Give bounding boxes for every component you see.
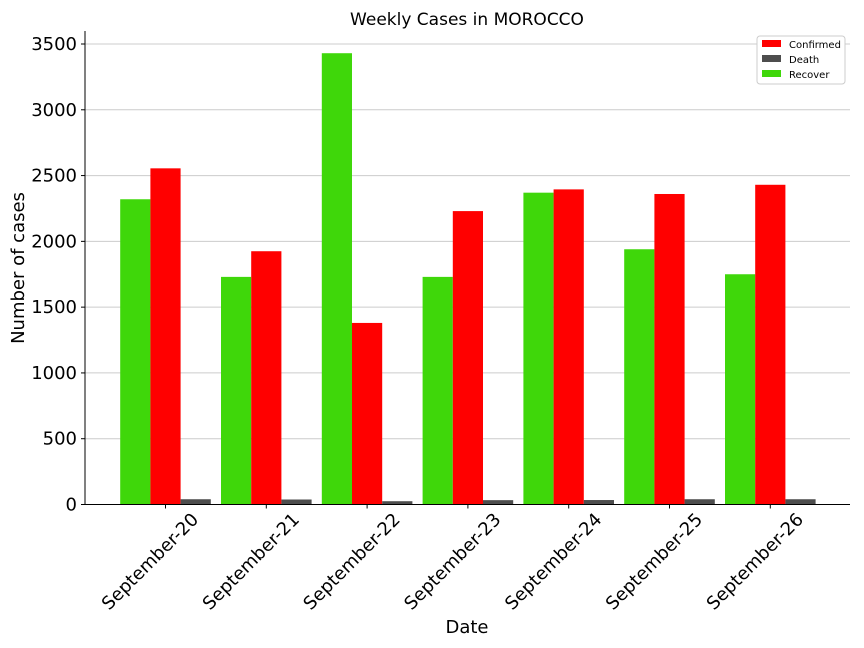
y-tick-label: 2500 (31, 166, 77, 187)
bar-death (785, 499, 816, 505)
y-tick-label: 2000 (31, 231, 77, 252)
bar-recover (221, 276, 252, 505)
y-tick-label: 0 (66, 495, 77, 516)
bar-recover (422, 276, 453, 505)
y-ticks: 0 500 1000 1500 2000 2500 3000 3500 (31, 34, 85, 516)
bar-confirmed (654, 193, 685, 505)
bar-recover (725, 274, 756, 505)
x-tick-label: September-21 (199, 509, 304, 614)
bar-death (483, 500, 514, 505)
bar-death (583, 500, 614, 505)
y-tick-label: 1500 (31, 297, 77, 318)
bar-recover (120, 199, 151, 505)
legend-label-recover: Recover (789, 70, 830, 81)
chart-title: Weekly Cases in MOROCCO (350, 10, 584, 30)
x-tick-label: September-26 (703, 509, 808, 614)
bar-recover (624, 249, 655, 505)
legend-swatch-confirmed (762, 40, 781, 47)
bar-death (684, 499, 715, 505)
legend-label-death: Death (789, 55, 819, 66)
bars (120, 53, 816, 505)
x-tick-label: September-23 (400, 509, 505, 614)
bar-death (281, 499, 312, 505)
bar-confirmed (755, 184, 786, 505)
x-tick-label: September-20 (98, 509, 203, 614)
x-tick-label: September-25 (602, 509, 707, 614)
x-ticks: September-20September-21September-22Sept… (98, 504, 808, 614)
bar-confirmed (150, 168, 181, 505)
bar-confirmed (251, 251, 282, 505)
x-tick-label: September-22 (299, 509, 404, 614)
bar-death (382, 501, 413, 505)
y-axis-title: Number of cases (8, 192, 29, 344)
bar-confirmed (352, 322, 383, 505)
y-tick-label: 500 (43, 429, 77, 450)
bar-recover (523, 192, 554, 505)
y-tick-label: 3500 (31, 34, 77, 55)
legend-swatch-recover (762, 70, 781, 77)
x-tick-label: September-24 (501, 509, 606, 614)
legend-swatch-death (762, 55, 781, 62)
bar-confirmed (452, 211, 483, 505)
legend: Confirmed Death Recover (756, 35, 846, 85)
y-tick-label: 1000 (31, 363, 77, 384)
bar-recover (321, 53, 352, 505)
legend-label-confirmed: Confirmed (789, 40, 841, 51)
x-axis-title: Date (445, 617, 488, 638)
bar-death (180, 499, 211, 505)
y-tick-label: 3000 (31, 100, 77, 121)
bar-confirmed (553, 189, 584, 505)
